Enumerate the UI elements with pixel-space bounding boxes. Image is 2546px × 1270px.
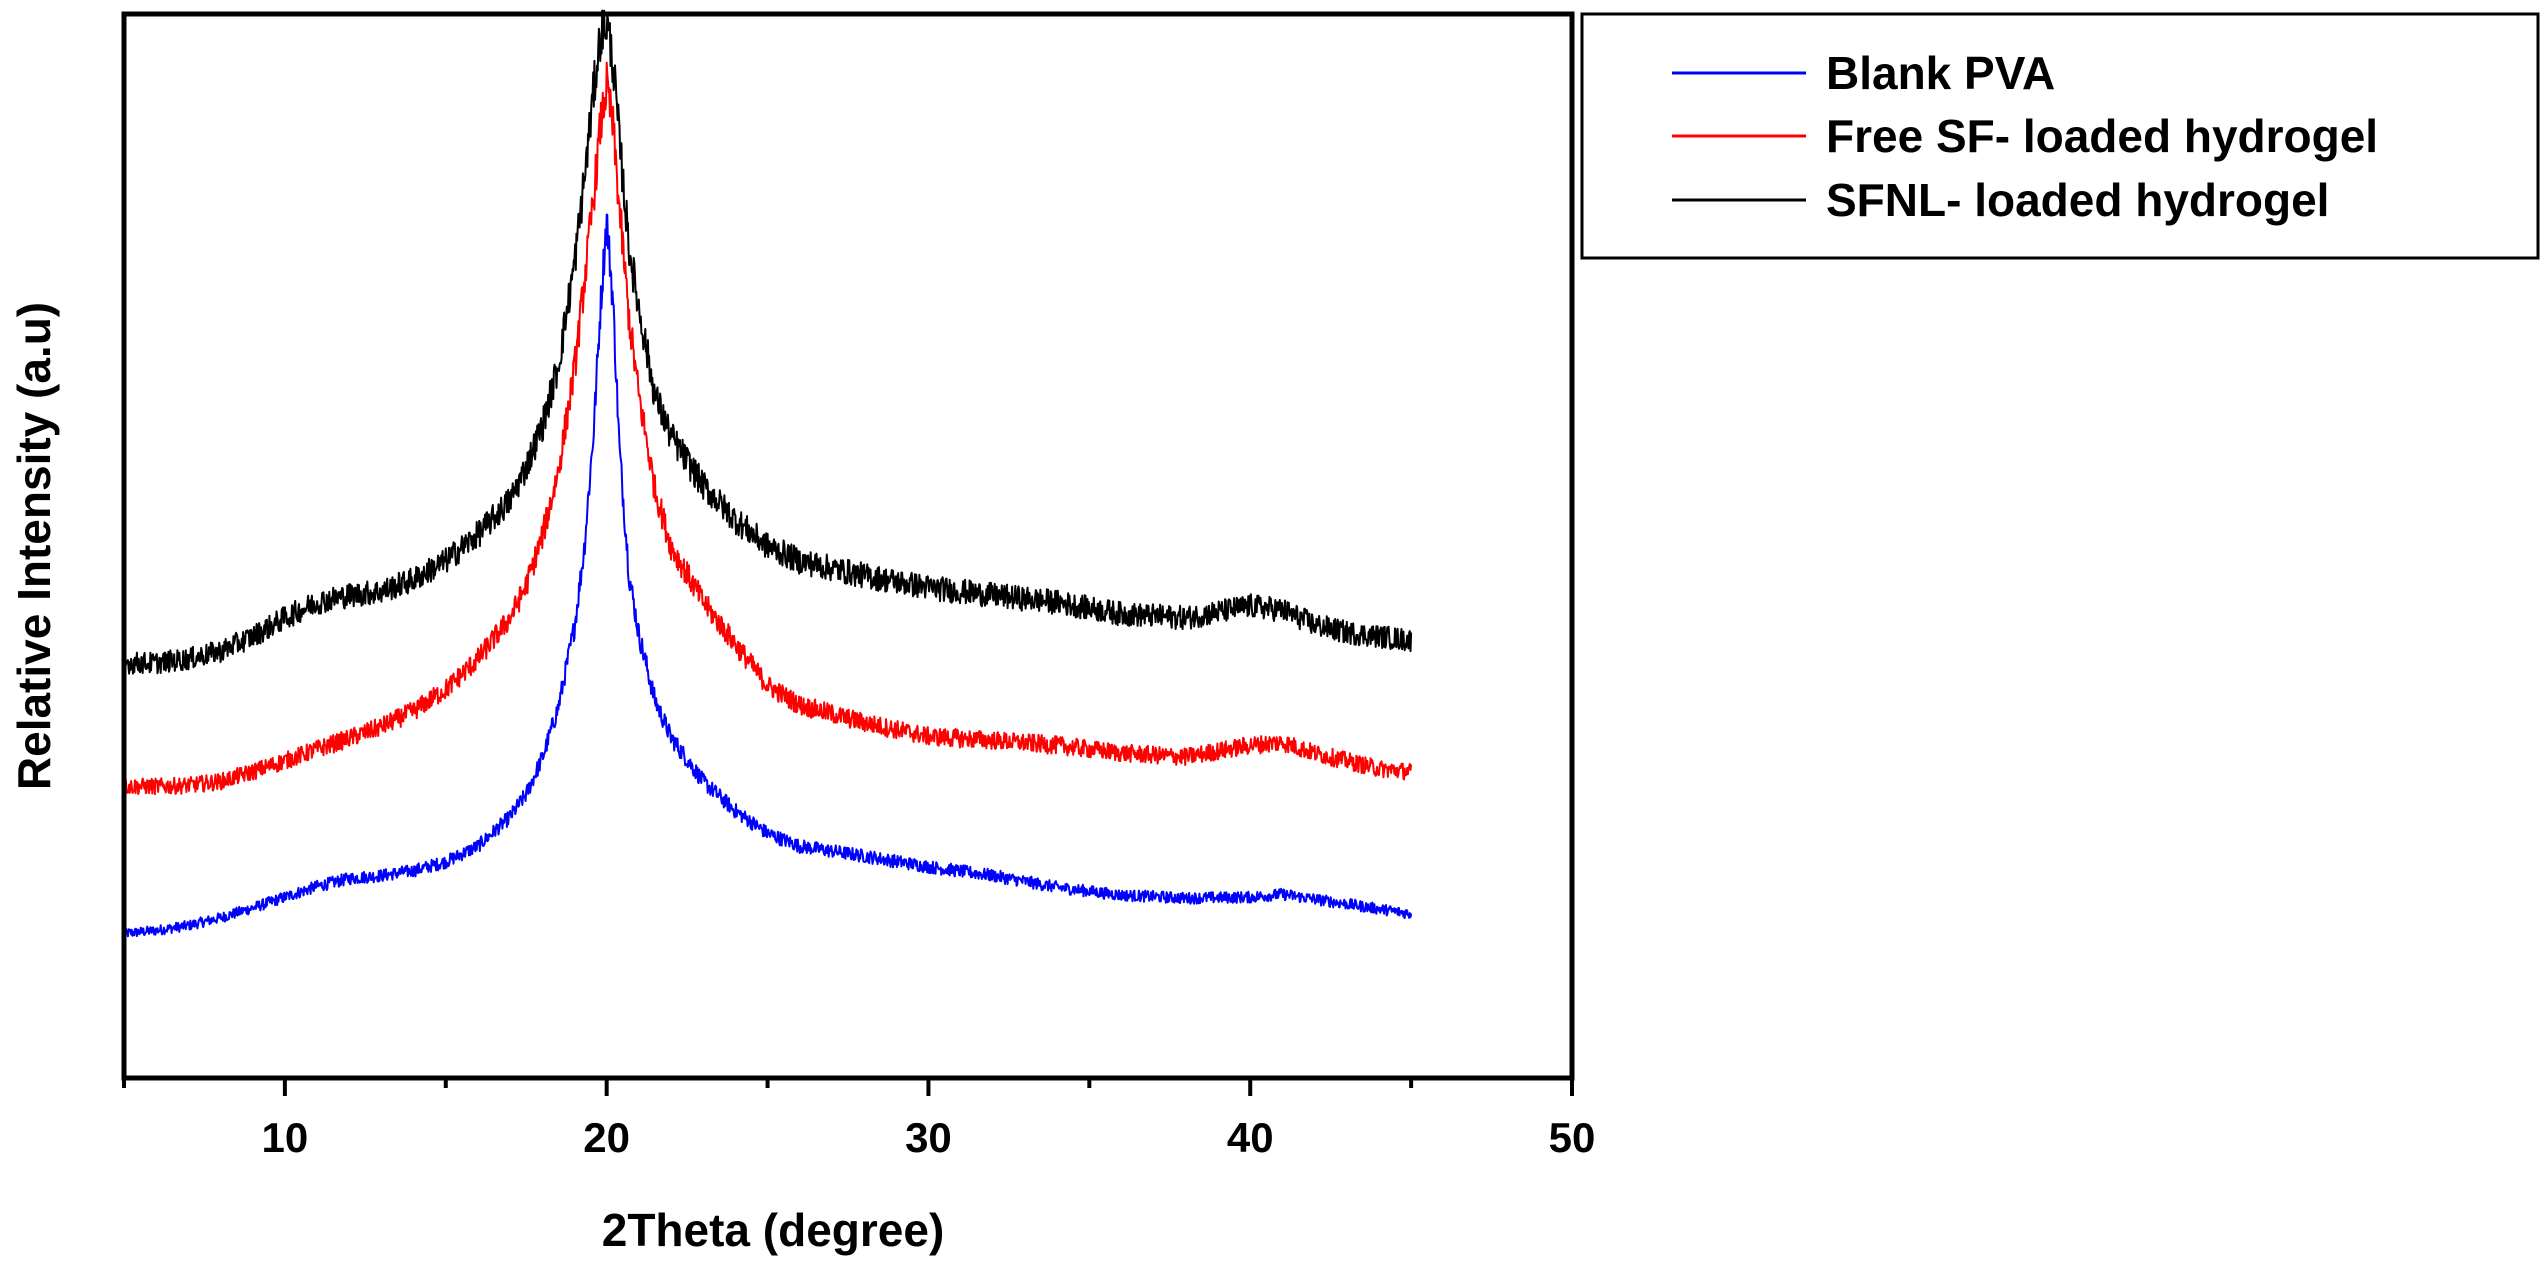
series-line-0 <box>123 213 1413 938</box>
x-tick-label: 40 <box>1227 1114 1274 1161</box>
legend-label-blank-pva: Blank PVA <box>1826 47 2055 99</box>
x-tick-label: 30 <box>905 1114 952 1161</box>
x-tick-label: 10 <box>262 1114 309 1161</box>
legend-box <box>1580 12 2540 260</box>
x-axis-label: 2Theta (degree) <box>602 1204 945 1256</box>
series-line-1 <box>123 61 1413 796</box>
legend-label-free-sf-hydrogel: Free SF- loaded hydrogel <box>1826 110 2378 162</box>
plot-frame <box>121 11 1575 1081</box>
legend: Blank PVA Free SF- loaded hydrogel SFNL-… <box>1580 12 2540 260</box>
x-tick-label: 20 <box>583 1114 630 1161</box>
y-axis-label: Relative Intensity (a.u) <box>8 302 60 790</box>
x-tick-label: 50 <box>1549 1114 1596 1161</box>
x-axis-ticks: 10 20 30 40 50 <box>122 1078 1596 1161</box>
legend-label-sfnl-hydrogel: SFNL- loaded hydrogel <box>1826 174 2329 226</box>
series-layer <box>123 9 1413 938</box>
series-line-2 <box>123 9 1413 675</box>
